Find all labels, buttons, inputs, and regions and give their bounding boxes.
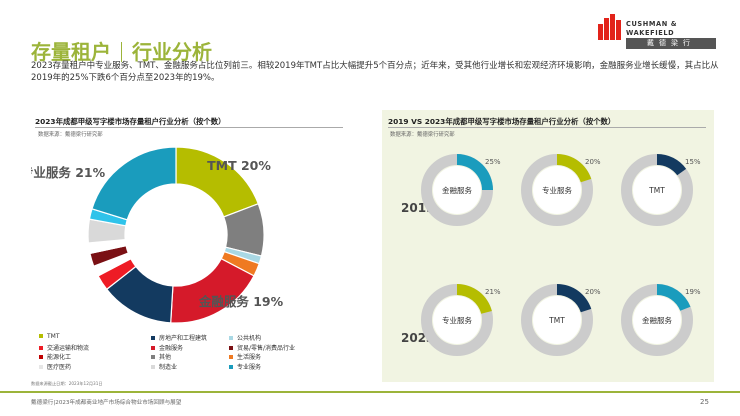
mini-donut-value: 21% [485, 288, 501, 296]
mini-donut-center [633, 296, 681, 344]
mini-donut-label: 专业服务 [542, 185, 572, 195]
mini-donut-label: 金融服务 [442, 185, 472, 195]
legend-label: 制造业 [159, 363, 178, 371]
mini-donut-value: 19% [685, 288, 701, 296]
legend-label: 能源化工 [47, 354, 72, 361]
mini-donut-segment [557, 154, 592, 183]
legend-swatch [151, 364, 155, 369]
mini-donut-segment [457, 154, 493, 190]
donut-callout-label: 专业服务 21% [31, 165, 106, 180]
mini-donut-center [433, 166, 481, 214]
legend-label: 医疗医药 [47, 363, 72, 371]
legend-item: TMT [39, 333, 60, 340]
mini-donut-segment [657, 284, 691, 311]
legend-label: 专业服务 [237, 363, 262, 371]
legend-label: 公共机构 [237, 335, 262, 342]
mini-donut-label: TMT [548, 316, 565, 325]
legend-item: 房地产和工程建筑 [151, 333, 207, 342]
legend-label: TMT [47, 333, 60, 340]
legend-item: 贸易/零售/消费品行业 [229, 343, 295, 352]
legend-item: 能源化工 [39, 352, 71, 361]
left-chart-source: 数据来源：戴德梁行研究部 [38, 132, 103, 138]
legend-swatch [39, 355, 43, 359]
title-separator [121, 42, 122, 62]
legend-item: 其他 [151, 352, 171, 361]
page-title: 存量租户 行业分析 [31, 36, 212, 65]
logo-line1: CUSHMAN & [626, 20, 678, 28]
intro-paragraph: 2023存量租户中专业服务、TMT、金融服务占比位列前三。相较2019年TMT占… [31, 61, 719, 83]
legend-label: 其他 [159, 354, 172, 361]
page-title-part2: 行业分析 [132, 40, 212, 64]
legend-swatch [39, 345, 43, 350]
mini-donut-value: 20% [585, 158, 601, 166]
comparison-donuts: 2019金融服务25%专业服务20%TMT15%2023专业服务21%TMT20… [401, 154, 701, 356]
legend-swatch [229, 345, 233, 350]
legend-swatch [229, 336, 233, 340]
mini-donut-segment [457, 284, 492, 314]
donut-slice [91, 146, 177, 221]
mini-donut-value: 20% [585, 288, 601, 296]
legend-swatch [151, 345, 155, 350]
legend-swatch [39, 334, 43, 338]
page-number: 25 [700, 398, 709, 406]
right-title-rule [388, 127, 706, 128]
cushman-logo-icon [598, 14, 621, 40]
mini-donut: TMT 15% [621, 154, 701, 226]
mini-donut-center [633, 166, 681, 214]
legend-item: 专业服务 [229, 362, 261, 371]
industry-donut-chart: TMT 20% 金融服务 19% 专业服务 21% [31, 146, 284, 324]
right-chart-source: 数据来源：戴德梁行研究部 [390, 132, 455, 138]
legend-swatch [229, 364, 233, 369]
mini-donut: 专业服务 21% [421, 284, 501, 356]
legend-item: 生活服务 [229, 352, 261, 361]
left-chart-title: 2023年成都甲级写字楼市场存量租户行业分析（按个数） [35, 117, 226, 126]
logo-cn: 戴德梁行 [626, 38, 716, 49]
legend-item: 交通运输和物流 [39, 343, 89, 352]
legend-label: 金融服务 [159, 344, 184, 352]
mini-donut-center [433, 296, 481, 344]
right-chart-title: 2019 VS 2023年成都甲级写字楼市场存量租户行业分析（按个数） [388, 117, 616, 126]
legend-item: 制造业 [151, 362, 177, 371]
mini-donut: 专业服务 20% [521, 154, 601, 226]
footnote: 数据来源截止日期：2023年12月31日 [31, 381, 103, 386]
mini-donut-segment [557, 284, 592, 313]
mini-donut: TMT 20% [521, 284, 601, 356]
mini-donut-center [533, 296, 581, 344]
legend-label: 房地产和工程建筑 [159, 335, 208, 342]
logo-wordmark: CUSHMAN & WAKEFIELD [626, 20, 677, 37]
footer-rule [0, 391, 740, 393]
mini-donut-label: TMT [648, 186, 665, 195]
legend-swatch [151, 355, 155, 359]
mini-donut: 金融服务 19% [621, 284, 701, 356]
legend-item: 医疗医药 [39, 362, 71, 371]
mini-donut: 金融服务 25% [421, 154, 501, 226]
legend-label: 贸易/零售/消费品行业 [237, 344, 296, 352]
legend-swatch [229, 355, 233, 359]
legend-item: 金融服务 [151, 343, 183, 352]
page-title-part1: 存量租户 [31, 40, 111, 64]
footer-text: 戴德梁行|2023年成都商业地产市场综合物业市场回顾与展望 [31, 400, 182, 406]
mini-donut-center [533, 166, 581, 214]
mini-donut-label: 金融服务 [642, 315, 672, 325]
logo-line2: WAKEFIELD [626, 28, 675, 37]
mini-donut-segment [657, 154, 687, 176]
mini-donut-value: 25% [485, 158, 501, 166]
left-title-rule [35, 127, 343, 128]
donut-callout-label: 金融服务 19% [198, 294, 284, 309]
legend-swatch [39, 364, 43, 369]
mini-donut-label: 专业服务 [442, 315, 472, 325]
legend-swatch [151, 336, 155, 340]
donut-callout-label: TMT 20% [207, 158, 271, 173]
legend-label: 生活服务 [237, 354, 262, 361]
legend-label: 交通运输和物流 [47, 344, 90, 352]
mini-donut-value: 15% [685, 158, 701, 166]
legend-item: 公共机构 [229, 333, 261, 342]
